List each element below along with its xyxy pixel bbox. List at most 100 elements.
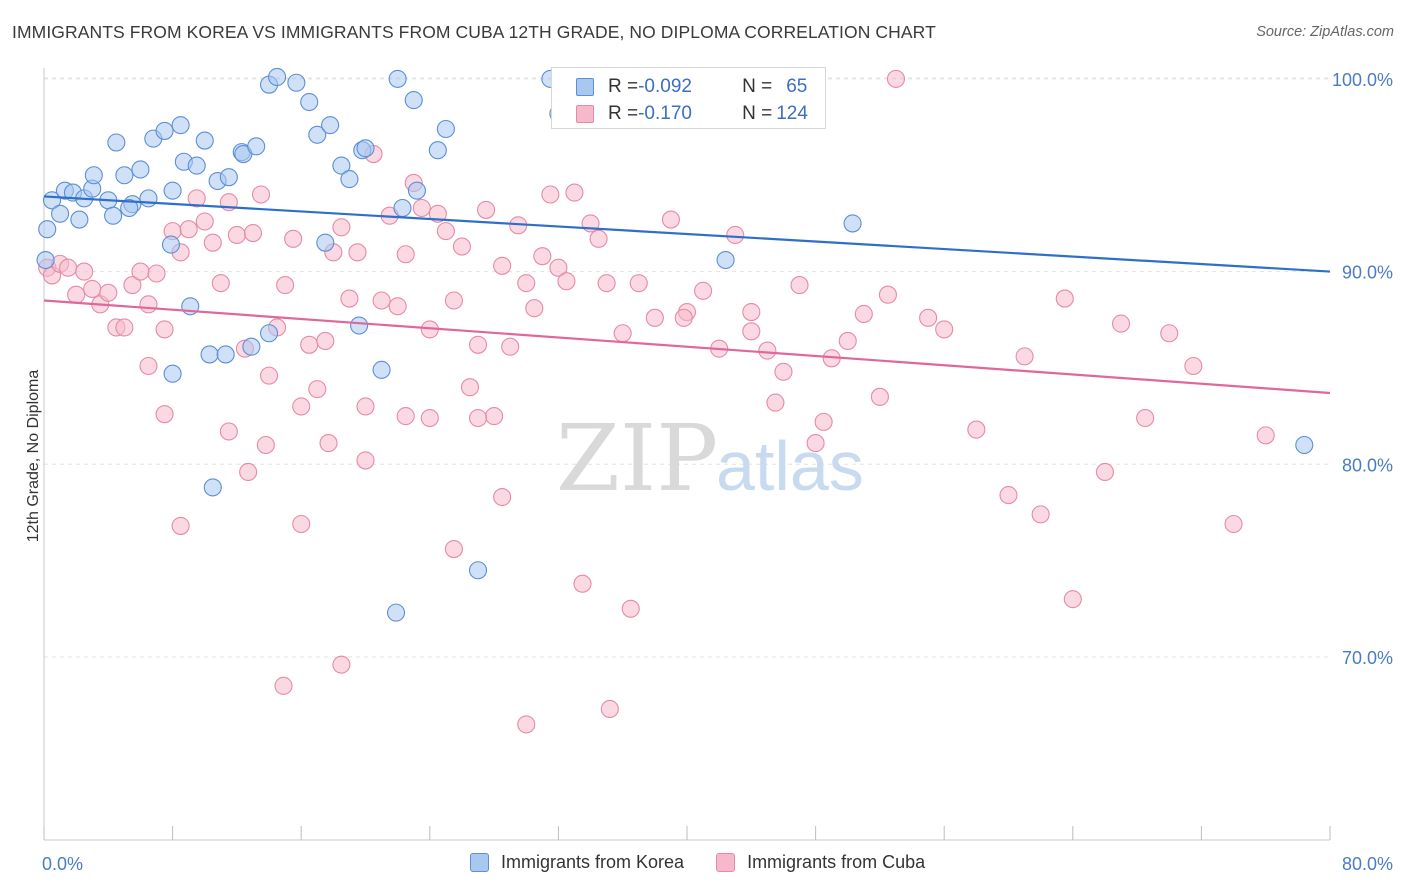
point-cuba bbox=[1095, 462, 1114, 482]
point-korea bbox=[51, 204, 70, 223]
point-cuba bbox=[935, 320, 954, 339]
point-korea bbox=[131, 160, 150, 179]
point-korea bbox=[84, 166, 103, 185]
point-cuba bbox=[292, 514, 311, 534]
point-korea bbox=[120, 198, 139, 218]
point-korea bbox=[70, 210, 89, 229]
point-cuba bbox=[674, 308, 693, 327]
point-korea bbox=[247, 137, 266, 156]
point-korea bbox=[407, 181, 426, 200]
point-cuba bbox=[219, 422, 238, 441]
series-legend-swatch-korea bbox=[470, 853, 489, 872]
point-korea bbox=[187, 156, 206, 175]
point-korea bbox=[38, 220, 57, 239]
point-cuba bbox=[340, 289, 359, 308]
point-korea bbox=[1295, 435, 1314, 455]
point-cuba bbox=[256, 435, 275, 455]
point-cuba bbox=[251, 185, 271, 204]
point-cuba bbox=[243, 223, 263, 243]
watermark-zip: ZIP bbox=[556, 405, 718, 512]
point-cuba bbox=[1136, 408, 1155, 428]
trend-line-cuba bbox=[43, 299, 1331, 395]
point-korea bbox=[107, 133, 126, 152]
point-cuba bbox=[131, 262, 150, 281]
point-cuba bbox=[179, 220, 198, 239]
watermark-atlas: atlas bbox=[716, 427, 864, 505]
point-cuba bbox=[766, 393, 785, 412]
point-cuba bbox=[493, 256, 512, 275]
point-cuba bbox=[742, 322, 761, 341]
legend-swatch-korea bbox=[576, 78, 594, 96]
x-tick-label: 0.0% bbox=[42, 854, 83, 874]
y-tick-label: 100.0% bbox=[1332, 70, 1393, 90]
point-cuba bbox=[806, 434, 825, 453]
point-cuba bbox=[316, 331, 335, 351]
point-cuba bbox=[372, 291, 391, 310]
point-cuba bbox=[444, 291, 463, 310]
point-korea bbox=[259, 324, 279, 343]
point-cuba bbox=[525, 299, 544, 318]
point-korea bbox=[350, 316, 369, 335]
point-korea bbox=[171, 116, 190, 135]
point-korea bbox=[195, 131, 214, 150]
point-korea bbox=[340, 170, 359, 189]
point-cuba bbox=[694, 281, 713, 300]
point-korea bbox=[287, 73, 306, 92]
gridlines bbox=[44, 77, 1330, 658]
point-cuba bbox=[259, 366, 279, 385]
point-korea bbox=[386, 603, 406, 622]
point-korea bbox=[316, 233, 335, 252]
point-korea bbox=[268, 67, 287, 87]
point-cuba bbox=[1055, 289, 1074, 308]
point-cuba bbox=[1111, 314, 1131, 333]
point-cuba bbox=[211, 274, 230, 293]
point-cuba bbox=[239, 462, 258, 482]
point-cuba bbox=[468, 335, 488, 354]
point-cuba bbox=[919, 308, 938, 327]
point-cuba bbox=[878, 285, 897, 304]
legend-korea-n-value: 65 bbox=[786, 76, 808, 97]
point-cuba bbox=[629, 274, 648, 293]
point-cuba bbox=[147, 264, 166, 283]
point-korea bbox=[163, 364, 182, 383]
point-cuba bbox=[573, 574, 592, 593]
point-cuba bbox=[1224, 514, 1243, 534]
series-legend-label-cuba: Immigrants from Cuba bbox=[747, 852, 926, 872]
point-cuba bbox=[967, 420, 986, 439]
point-cuba bbox=[308, 380, 327, 399]
point-korea bbox=[203, 478, 222, 497]
point-cuba bbox=[600, 699, 619, 719]
point-cuba bbox=[300, 335, 319, 354]
point-korea bbox=[115, 166, 134, 185]
point-cuba bbox=[589, 229, 608, 248]
legend-cuba-r-label: R = bbox=[608, 103, 639, 124]
point-cuba bbox=[332, 218, 351, 237]
point-cuba bbox=[436, 222, 455, 241]
series-cuba-points bbox=[38, 69, 1275, 734]
point-cuba bbox=[1031, 505, 1050, 524]
point-cuba bbox=[1256, 426, 1275, 445]
point-korea bbox=[321, 116, 340, 135]
legend-cuba-r-value: -0.170 bbox=[638, 103, 692, 124]
series-legend-swatch-cuba bbox=[716, 853, 736, 872]
point-cuba bbox=[319, 434, 338, 453]
point-cuba bbox=[1160, 324, 1179, 343]
point-korea bbox=[393, 198, 412, 218]
point-cuba bbox=[444, 539, 463, 559]
legend-cuba-n-value: 124 bbox=[776, 103, 808, 124]
point-cuba bbox=[485, 407, 504, 426]
point-korea bbox=[139, 189, 158, 208]
point-cuba bbox=[396, 407, 415, 426]
point-cuba bbox=[493, 487, 512, 507]
point-cuba bbox=[115, 318, 134, 337]
point-cuba bbox=[886, 69, 906, 88]
point-cuba bbox=[557, 272, 576, 291]
point-cuba bbox=[284, 229, 303, 248]
point-korea bbox=[428, 141, 447, 160]
series-korea-points bbox=[36, 67, 1314, 622]
point-cuba bbox=[67, 285, 86, 304]
legend-korea-r-label: R = bbox=[608, 76, 639, 97]
point-korea bbox=[104, 206, 123, 225]
point-cuba bbox=[854, 304, 873, 324]
